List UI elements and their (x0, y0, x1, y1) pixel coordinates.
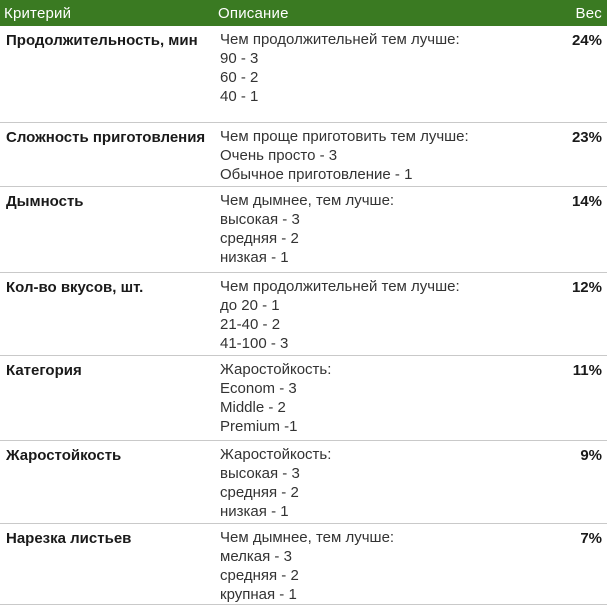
description-line: крупная - 1 (220, 585, 297, 603)
description-cell: Чем продолжительней тем лучше: 90 - 3 60 -… (214, 26, 544, 123)
weight-cell: 9% (544, 440, 607, 524)
description-line: 40 - 1 (220, 88, 259, 105)
description-line: мелкая - 3 (220, 547, 292, 565)
description-line: высокая - 3 (220, 464, 300, 482)
description-line: высокая - 3 (220, 210, 300, 228)
header-criterion: Критерий (0, 0, 214, 26)
description-line: Чем продолжительней тем лучше: (220, 277, 460, 295)
description-line: Чем проще приготовить тем лучше: (220, 127, 469, 145)
description-cell: Жаростойкость: высокая - 3 средняя - 2 низк… (214, 440, 544, 524)
description-line: Middle - 2 (220, 398, 286, 416)
description-line: 90 - 3 (220, 50, 259, 67)
description-line: 60 - 2 (220, 69, 259, 86)
weight-cell: 24% (544, 26, 607, 123)
description-line: Чем дымнее, тем лучше: (220, 191, 395, 209)
description-line: Чем дымнее, тем лучше: (220, 528, 395, 546)
description-cell: Жаростойкость: Econom - 3 Middle - 2 Premiu… (214, 355, 544, 441)
criterion-cell: Кол-во вкусов, шт. (0, 272, 214, 356)
table-body: Продолжительность, мин Чем продолжительне… (0, 26, 607, 605)
description-line: низкая - 1 (220, 502, 289, 520)
criterion-cell: Сложность приготовления (0, 122, 214, 187)
weight-cell: 12% (544, 272, 607, 356)
table-row: Жаростойкость Жаростойкость: высокая - 3 ср… (0, 440, 607, 524)
description-line: средняя - 2 (220, 229, 299, 247)
description-line: Жаростойкость: (220, 360, 332, 378)
description-line: Жаростойкость: (220, 445, 332, 463)
weight-cell: 23% (544, 122, 607, 187)
description-line: Очень просто - 3 (220, 146, 338, 164)
description-line: до 20 - 1 (220, 296, 280, 314)
criterion-cell: Нарезка листьев (0, 523, 214, 605)
table-row: Кол-во вкусов, шт. Чем продолжительней те… (0, 272, 607, 356)
table-header-row: Критерий Описание Вес (0, 0, 607, 26)
description-line: 41-100 - 3 (220, 334, 289, 352)
weight-cell: 11% (544, 355, 607, 441)
table-row: Категория Жаростойкость: Econom - 3 Middle … (0, 355, 607, 441)
header-description: Описание (214, 0, 544, 26)
description-line: Econom - 3 (220, 379, 297, 397)
table-row: Нарезка листьев Чем дымнее, тем лучше: мел… (0, 523, 607, 605)
description-line: 21-40 - 2 (220, 315, 281, 333)
description-line: Чем продолжительней тем лучше: (220, 31, 460, 48)
header-weight: Вес (544, 0, 607, 26)
description-line: низкая - 1 (220, 248, 289, 266)
description-line: средняя - 2 (220, 483, 299, 501)
table-row: Дымность Чем дымнее, тем лучше: высокая - … (0, 186, 607, 273)
description-cell: Чем дымнее, тем лучше: высокая - 3 средняя… (214, 186, 544, 273)
description-line: средняя - 2 (220, 566, 299, 584)
table-row: Продолжительность, мин Чем продолжительне… (0, 26, 607, 123)
weight-cell: 14% (544, 186, 607, 273)
criterion-cell: Жаростойкость (0, 440, 214, 524)
description-cell: Чем дымнее, тем лучше: мелкая - 3 средняя … (214, 523, 544, 605)
description-cell: Чем проще приготовить тем лучше: Очень пр… (214, 122, 544, 187)
table-row: Сложность приготовления Чем проще пригото… (0, 122, 607, 187)
criterion-cell: Дымность (0, 186, 214, 273)
criterion-cell: Продолжительность, мин (0, 26, 214, 123)
description-line: Premium -1 (220, 417, 298, 435)
description-line: Обычное приготовление - 1 (220, 165, 413, 183)
weight-cell: 7% (544, 523, 607, 605)
criterion-cell: Категория (0, 355, 214, 441)
